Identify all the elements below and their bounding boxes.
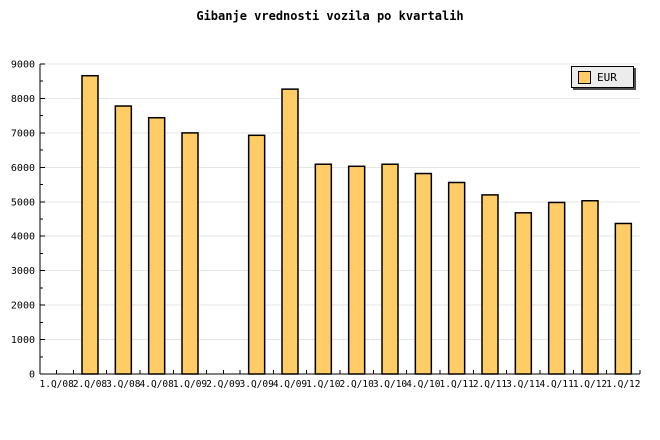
bar — [447, 181, 466, 375]
x-axis-label: 4.Q/09 — [273, 379, 308, 390]
y-axis-label: 3000 — [11, 266, 35, 277]
x-axis-label: 3.Q/08 — [106, 379, 141, 390]
bar — [314, 163, 333, 375]
x-axis-label: 1.Q/10 — [306, 379, 341, 390]
x-axis-label: 1.Q/11 — [440, 379, 475, 390]
chart-title: Gibanje vrednosti vozila po kvartalih — [196, 9, 464, 23]
y-axis-label: 1000 — [11, 335, 35, 346]
y-axis-label: 8000 — [11, 94, 35, 105]
bar — [614, 222, 633, 375]
legend-label: EUR — [597, 70, 617, 84]
x-axis-label: 1.Q/12 — [606, 379, 640, 390]
y-axis-label: 4000 — [11, 232, 35, 243]
x-axis-label: 1.Q/12 — [573, 379, 607, 390]
x-axis-label: 2.Q/09 — [206, 379, 241, 390]
y-axis-label: 2000 — [11, 301, 35, 312]
x-axis-label: 2.Q/11 — [473, 379, 508, 390]
x-axis-label: 4.Q/11 — [540, 379, 575, 390]
bar — [581, 199, 599, 375]
x-axis-label: 2.Q/10 — [340, 379, 375, 390]
bar — [114, 105, 133, 375]
y-axis-label: 7000 — [11, 128, 35, 139]
y-axis-label: 0 — [29, 370, 35, 381]
x-axis-label: 3.Q/11 — [506, 379, 541, 390]
bar — [147, 116, 166, 375]
x-axis-label: 3.Q/09 — [240, 379, 275, 390]
y-axis-label: 6000 — [11, 163, 35, 174]
bar — [181, 132, 199, 375]
x-axis-label: 2.Q/08 — [73, 379, 108, 390]
bar — [281, 88, 299, 375]
bar — [414, 172, 433, 375]
bar — [481, 194, 499, 375]
x-axis-label: 1.Q/08 — [40, 379, 75, 390]
y-axis-label: 9000 — [11, 60, 35, 71]
bar — [81, 74, 99, 375]
legend: EUR — [571, 66, 634, 88]
x-axis-label: 4.Q/10 — [406, 379, 441, 390]
bar — [247, 134, 266, 375]
bar — [381, 163, 399, 375]
bar — [514, 212, 533, 375]
legend-swatch-eur-icon — [578, 70, 591, 84]
bar — [547, 201, 566, 375]
x-axis-label: 1.Q/09 — [173, 379, 208, 390]
x-axis-label: 4.Q/08 — [140, 379, 175, 390]
x-axis-label: 3.Q/10 — [373, 379, 408, 390]
y-axis-label: 5000 — [11, 197, 35, 208]
bar — [347, 165, 366, 375]
